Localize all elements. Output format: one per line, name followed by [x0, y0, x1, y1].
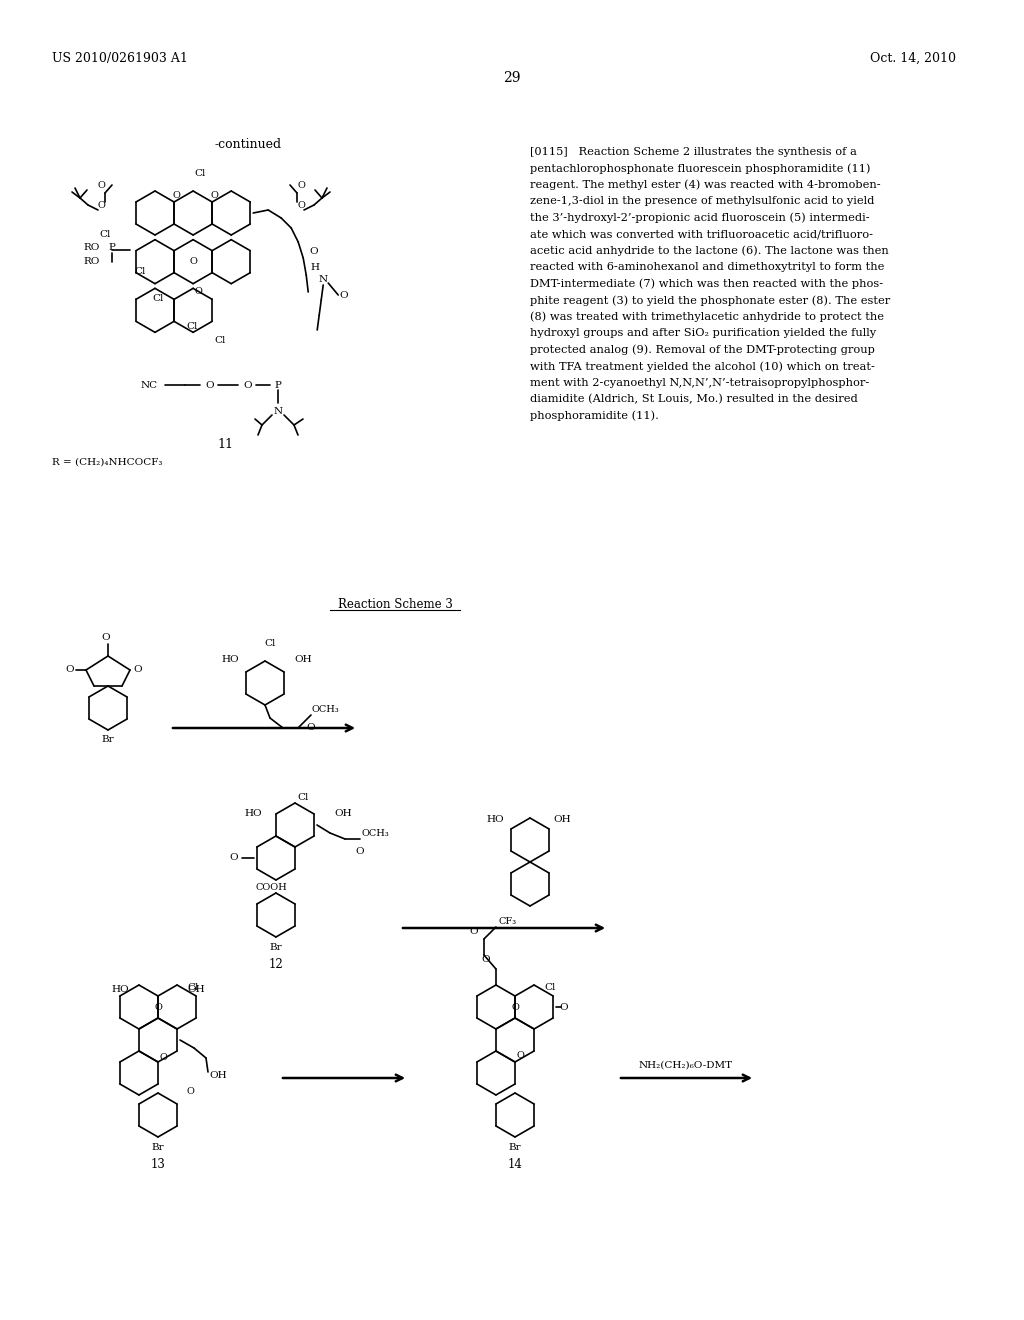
Text: (8) was treated with trimethylacetic anhydride to protect the: (8) was treated with trimethylacetic anh…	[530, 312, 884, 322]
Text: RO: RO	[84, 257, 100, 267]
Text: N: N	[318, 276, 328, 285]
Text: O: O	[101, 634, 111, 643]
Text: O: O	[66, 665, 75, 675]
Text: Cl: Cl	[186, 322, 198, 331]
Text: O: O	[309, 248, 317, 256]
Text: Br: Br	[269, 942, 283, 952]
Text: H: H	[310, 264, 319, 272]
Text: with TFA treatment yielded the alcohol (10) which on treat-: with TFA treatment yielded the alcohol (…	[530, 360, 874, 371]
Text: protected analog (9). Removal of the DMT-protecting group: protected analog (9). Removal of the DMT…	[530, 345, 874, 355]
Text: COOH: COOH	[255, 883, 287, 891]
Text: OCH₃: OCH₃	[361, 829, 389, 837]
Text: O: O	[189, 257, 197, 267]
Text: O: O	[244, 380, 252, 389]
Text: O: O	[229, 854, 239, 862]
Text: HO: HO	[112, 986, 129, 994]
Text: Cl: Cl	[195, 169, 206, 177]
Text: NH₂(CH₂)₆O-DMT: NH₂(CH₂)₆O-DMT	[639, 1060, 733, 1069]
Text: DMT-intermediate (7) which was then reacted with the phos-: DMT-intermediate (7) which was then reac…	[530, 279, 883, 289]
Text: diamidite (Aldrich, St Louis, Mo.) resulted in the desired: diamidite (Aldrich, St Louis, Mo.) resul…	[530, 395, 858, 404]
Text: the 3’-hydroxyl-2’-propionic acid fluoroscein (5) intermedi-: the 3’-hydroxyl-2’-propionic acid fluoro…	[530, 213, 869, 223]
Text: O: O	[355, 846, 365, 855]
Text: 11: 11	[217, 438, 233, 451]
Text: Cl: Cl	[297, 792, 308, 801]
Text: RO: RO	[84, 243, 100, 252]
Text: O: O	[154, 1002, 162, 1011]
Text: OCH₃: OCH₃	[311, 705, 339, 714]
Text: Cl: Cl	[264, 639, 275, 648]
Text: -continued: -continued	[214, 139, 282, 150]
Text: Cl: Cl	[134, 267, 145, 276]
Text: 29: 29	[503, 71, 521, 84]
Text: 14: 14	[508, 1159, 522, 1172]
Text: O: O	[306, 723, 315, 733]
Text: O: O	[511, 1002, 519, 1011]
Text: P: P	[274, 380, 282, 389]
Text: O: O	[297, 181, 305, 190]
Text: Cl: Cl	[214, 335, 225, 345]
Text: 13: 13	[151, 1159, 166, 1172]
Text: Br: Br	[152, 1143, 164, 1151]
Text: Br: Br	[509, 1143, 521, 1151]
Text: O: O	[481, 954, 490, 964]
Text: 12: 12	[268, 958, 284, 972]
Text: HO: HO	[221, 655, 239, 664]
Text: O: O	[195, 288, 202, 296]
Text: OH: OH	[294, 655, 312, 664]
Text: R = (CH₂)₄NHCOCF₃: R = (CH₂)₄NHCOCF₃	[52, 458, 163, 467]
Text: pentachlorophosphonate fluorescein phosphoramidite (11): pentachlorophosphonate fluorescein phosp…	[530, 162, 870, 173]
Text: hydroxyl groups and after SiO₂ purification yielded the fully: hydroxyl groups and after SiO₂ purificat…	[530, 329, 877, 338]
Text: HO: HO	[244, 808, 262, 817]
Text: zene-1,3-diol in the presence of methylsulfonic acid to yield: zene-1,3-diol in the presence of methyls…	[530, 197, 874, 206]
Text: OH: OH	[209, 1071, 226, 1080]
Text: HO: HO	[486, 816, 504, 825]
Text: O: O	[339, 290, 347, 300]
Text: O: O	[516, 1051, 524, 1060]
Text: Cl: Cl	[187, 983, 199, 993]
Text: O: O	[560, 1002, 568, 1011]
Text: O: O	[172, 191, 180, 201]
Text: Oct. 14, 2010: Oct. 14, 2010	[870, 51, 956, 65]
Text: O: O	[186, 1088, 194, 1097]
Text: NC: NC	[141, 380, 158, 389]
Text: Cl: Cl	[545, 983, 556, 993]
Text: phosphoramidite (11).: phosphoramidite (11).	[530, 411, 658, 421]
Text: Cl: Cl	[153, 294, 164, 302]
Text: O: O	[97, 202, 104, 210]
Text: ate which was converted with trifluoroacetic acid/trifluoro-: ate which was converted with trifluoroac…	[530, 230, 873, 239]
Text: CF₃: CF₃	[499, 916, 517, 925]
Text: [0115]   Reaction Scheme 2 illustrates the synthesis of a: [0115] Reaction Scheme 2 illustrates the…	[530, 147, 857, 157]
Text: O: O	[97, 181, 104, 190]
Text: Br: Br	[101, 735, 115, 744]
Text: Cl: Cl	[99, 230, 111, 239]
Text: O: O	[297, 202, 305, 210]
Text: O: O	[159, 1053, 167, 1063]
Text: O: O	[210, 191, 218, 201]
Text: reacted with 6-aminohexanol and dimethoxytrityl to form the: reacted with 6-aminohexanol and dimethox…	[530, 263, 885, 272]
Text: O: O	[470, 928, 478, 936]
Text: P: P	[109, 243, 116, 252]
Text: reagent. The methyl ester (4) was reacted with 4-bromoben-: reagent. The methyl ester (4) was reacte…	[530, 180, 881, 190]
Text: O: O	[134, 665, 142, 675]
Text: Reaction Scheme 3: Reaction Scheme 3	[338, 598, 453, 611]
Text: OH: OH	[187, 986, 205, 994]
Text: OH: OH	[334, 808, 352, 817]
Text: O: O	[206, 380, 214, 389]
Text: phite reagent (3) to yield the phosphonate ester (8). The ester: phite reagent (3) to yield the phosphona…	[530, 294, 890, 305]
Text: US 2010/0261903 A1: US 2010/0261903 A1	[52, 51, 187, 65]
Text: OH: OH	[553, 816, 570, 825]
Text: N: N	[273, 407, 283, 416]
Text: acetic acid anhydride to the lactone (6). The lactone was then: acetic acid anhydride to the lactone (6)…	[530, 246, 889, 256]
Text: ment with 2-cyanoethyl N,N,N’,N’-tetraisopropylphosphor-: ment with 2-cyanoethyl N,N,N’,N’-tetrais…	[530, 378, 869, 388]
